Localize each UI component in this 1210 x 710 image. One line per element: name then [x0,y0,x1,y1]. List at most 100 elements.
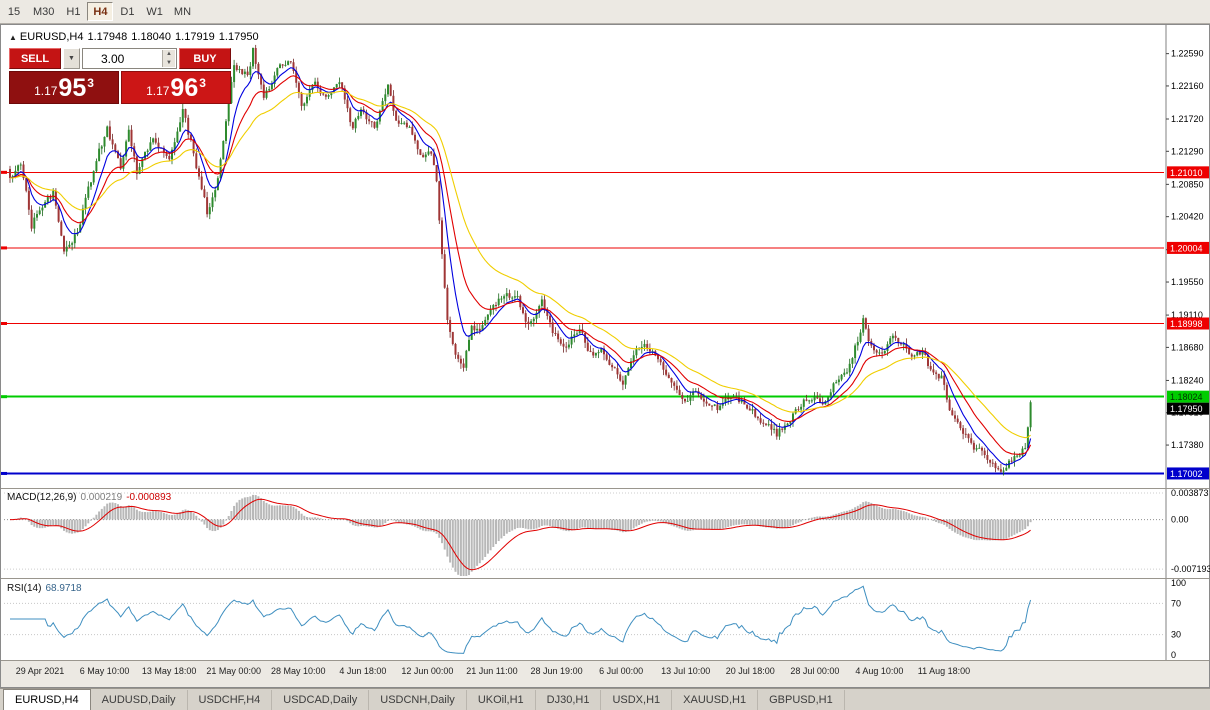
macd-label: MACD(12,26,9) 0.000219 -0.000893 [7,492,175,503]
symbol-name: EURUSD,H4 [19,31,84,43]
rsi-scale-label: 100 [1171,578,1186,588]
candlestick-series [9,44,1032,476]
price-axis-label: 1.21290 [1171,146,1204,156]
hline-left-marker [1,471,7,475]
rsi-scale-label: 70 [1171,598,1181,608]
buy-price-display[interactable]: 1.17 96 3 [121,71,231,104]
chart-tab-bar: EURUSD,H4 AUDUSD,Daily USDCHF,H4 USDCAD,Dai… [0,688,1210,710]
rsi-label: RSI(14) 68.9718 [7,583,86,594]
ma-34-line [9,90,1031,439]
rsi-scale-label: 0 [1171,650,1176,660]
svg-text:1.20004: 1.20004 [1170,243,1203,253]
rsi-pane: 100 70 30 0 [4,578,1186,660]
moving-average-lines [9,67,1032,466]
timeframe-button-w1[interactable]: W1 [141,2,168,21]
time-axis-strip [1,660,1209,687]
hline-left-marker [1,395,7,399]
time-axis-label: 29 Apr 2021 [16,666,65,676]
chart-tab-usdchf-h4[interactable]: USDCHF,H4 [188,690,273,710]
horizontal-lines [1,170,1164,475]
time-axis-label: 4 Aug 10:00 [855,666,903,676]
buy-button[interactable]: BUY [179,48,231,69]
sell-price-prefix: 1.17 [34,84,58,98]
timeframe-button-mn[interactable]: MN [169,2,196,21]
time-axis-label: 12 Jun 00:00 [401,666,453,676]
timeframe-button-15[interactable]: 15 [1,2,27,21]
chart-tab-eurusd-h4[interactable]: EURUSD,H4 [3,689,91,710]
hline-left-marker [1,321,7,325]
volume-down-icon[interactable]: ▼ [166,60,172,66]
current-price-badge: 1.17950 [1167,402,1209,415]
macd-main-value: 0.000219 [80,492,123,503]
time-axis-label: 13 May 18:00 [142,666,197,676]
price-badge-1.21010: 1.21010 [1167,166,1209,179]
timeframe-button-h4[interactable]: H4 [87,2,114,21]
sell-price-pipette: 3 [87,76,94,90]
time-axis-label: 20 Jul 18:00 [726,666,775,676]
one-click-trading-panel: SELL ▼ 3.00 ▲ ▼ BUY 1.17 95 3 1.17 96 3 [9,48,231,104]
macd-pane: 0.003873 0.00 -0.007193 [4,488,1210,576]
time-axis-label: 28 Jul 00:00 [790,666,839,676]
chart-tab-ukoil-h1[interactable]: UKOil,H1 [467,690,536,710]
chart-tab-dj30-h1[interactable]: DJ30,H1 [536,690,602,710]
chart-tab-usdcnh-daily[interactable]: USDCNH,Daily [369,690,467,710]
timeframe-button-m30[interactable]: M30 [28,2,59,21]
price-axis: 1.22590 1.22160 1.21720 1.21290 1.20850 1.204… [1165,25,1209,660]
volume-dropdown-button[interactable]: ▼ [63,48,80,69]
price-badge-1.18024: 1.18024 [1167,390,1209,403]
buy-price-prefix: 1.17 [146,84,170,98]
time-axis-label: 21 May 00:00 [206,666,261,676]
chart-tab-usdcad-daily[interactable]: USDCAD,Daily [272,690,370,710]
price-axis-label: 1.18680 [1171,342,1204,352]
ohlc-low: 1.17919 [175,31,215,43]
hline-left-marker [1,170,7,174]
sell-price-display[interactable]: 1.17 95 3 [9,71,119,104]
time-axis-label: 11 Aug 18:00 [918,666,970,676]
time-axis-label: 4 Jun 18:00 [339,666,386,676]
chart-window-border [0,24,1210,688]
price-axis-label: 1.18240 [1171,375,1204,385]
volume-spinner: ▲ ▼ [162,50,175,67]
time-axis-label: 6 May 10:00 [80,666,130,676]
chart-canvas[interactable]: 1.22590 1.22160 1.21720 1.21290 1.20850 1.204… [0,24,1210,688]
price-axis-label: 1.19550 [1171,277,1204,287]
price-axis-label: 1.21720 [1171,114,1204,124]
price-axis-label: 1.22160 [1171,81,1204,91]
price-axis-label: 1.17380 [1171,440,1204,450]
macd-name: MACD(12,26,9) [7,492,77,503]
time-axis: 29 Apr 2021 6 May 10:00 13 May 18:00 21 May… [16,666,970,676]
timeframe-button-d1[interactable]: D1 [114,2,140,21]
volume-value[interactable]: 3.00 [101,51,125,66]
chart-tab-audusd-daily[interactable]: AUDUSD,Daily [91,690,188,710]
time-axis-label: 28 Jun 19:00 [531,666,583,676]
symbol-expand-icon[interactable]: ▲ [9,33,17,42]
timeframe-button-h1[interactable]: H1 [60,2,86,21]
svg-text:1.18024: 1.18024 [1170,392,1203,402]
price-axis-label: 1.20420 [1171,212,1204,222]
ma-8-line [9,67,1032,466]
price-axis-label: 1.20850 [1171,179,1204,189]
macd-signal-line [10,498,1031,571]
ohlc-close: 1.17950 [218,31,259,43]
volume-up-icon[interactable]: ▲ [166,51,172,57]
timeframe-toolbar: 15 M30 H1 H4 D1 W1 MN [0,0,1210,24]
time-axis-label: 6 Jul 00:00 [599,666,643,676]
price-axis-label: 1.19110 [1171,310,1203,320]
sell-button[interactable]: SELL [9,48,61,69]
rsi-name: RSI(14) [7,583,42,594]
chart-window: 1.22590 1.22160 1.21720 1.21290 1.20850 1.204… [0,24,1210,688]
ma-17-line [9,75,1032,455]
time-axis-label: 13 Jul 10:00 [661,666,710,676]
chart-tab-gbpusd-h1[interactable]: GBPUSD,H1 [758,690,845,710]
sell-price-big: 95 [58,74,87,102]
rsi-scale-label: 30 [1171,630,1181,640]
buy-price-big: 96 [170,74,199,102]
buy-price-pipette: 3 [199,76,206,90]
symbol-ohlc-header: ▲ EURUSD,H4 1.17948 1.18040 1.17919 1.17950 [9,31,263,43]
volume-field[interactable]: 3.00 ▲ ▼ [82,48,177,69]
svg-text:1.17950: 1.17950 [1170,404,1203,414]
chart-tab-usdx-h1[interactable]: USDX,H1 [601,690,673,710]
chart-tab-xauusd-h1[interactable]: XAUUSD,H1 [672,690,759,710]
price-badge-1.17002: 1.17002 [1167,467,1209,480]
macd-scale-top: 0.003873 [1171,488,1209,498]
